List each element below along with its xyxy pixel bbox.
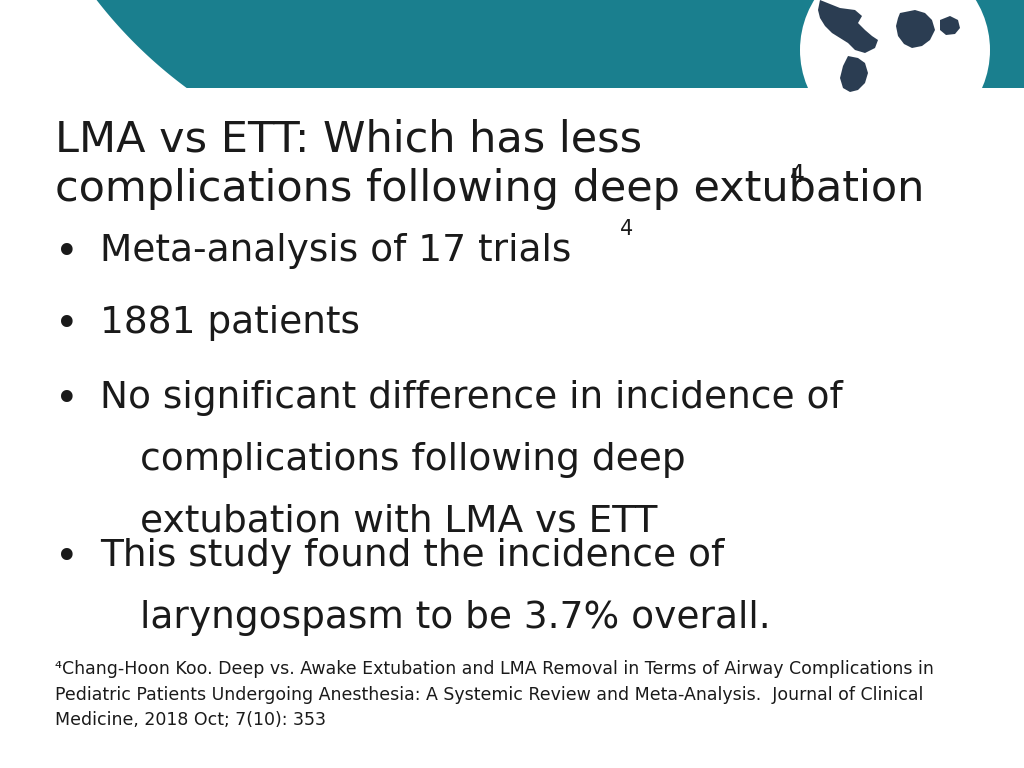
Polygon shape	[818, 0, 878, 53]
Polygon shape	[940, 16, 961, 35]
Text: complications following deep extubation: complications following deep extubation	[55, 168, 925, 210]
Polygon shape	[840, 56, 868, 92]
Text: No significant difference in incidence of: No significant difference in incidence o…	[100, 380, 843, 416]
Text: Meta-analysis of 17 trials: Meta-analysis of 17 trials	[100, 233, 571, 269]
Polygon shape	[0, 0, 531, 178]
Text: This study found the incidence of: This study found the incidence of	[100, 538, 724, 574]
Text: 4: 4	[790, 163, 805, 187]
Text: •: •	[55, 233, 79, 273]
Text: LMA vs ETT: Which has less: LMA vs ETT: Which has less	[55, 118, 642, 160]
Text: complications following deep: complications following deep	[140, 442, 686, 478]
Text: •: •	[55, 380, 79, 420]
Polygon shape	[896, 10, 935, 48]
Text: •: •	[55, 305, 79, 345]
Circle shape	[800, 0, 990, 145]
Text: 1881 patients: 1881 patients	[100, 305, 360, 341]
Text: ⁴Chang-Hoon Koo. Deep vs. Awake Extubation and LMA Removal in Terms of Airway Co: ⁴Chang-Hoon Koo. Deep vs. Awake Extubati…	[55, 660, 934, 730]
Text: 4: 4	[620, 219, 633, 239]
Text: •: •	[55, 538, 79, 578]
Bar	[0, 0, 1024, 88]
Text: laryngospasm to be 3.7% overall.: laryngospasm to be 3.7% overall.	[140, 600, 771, 636]
Text: extubation with LMA vs ETT: extubation with LMA vs ETT	[140, 504, 657, 540]
